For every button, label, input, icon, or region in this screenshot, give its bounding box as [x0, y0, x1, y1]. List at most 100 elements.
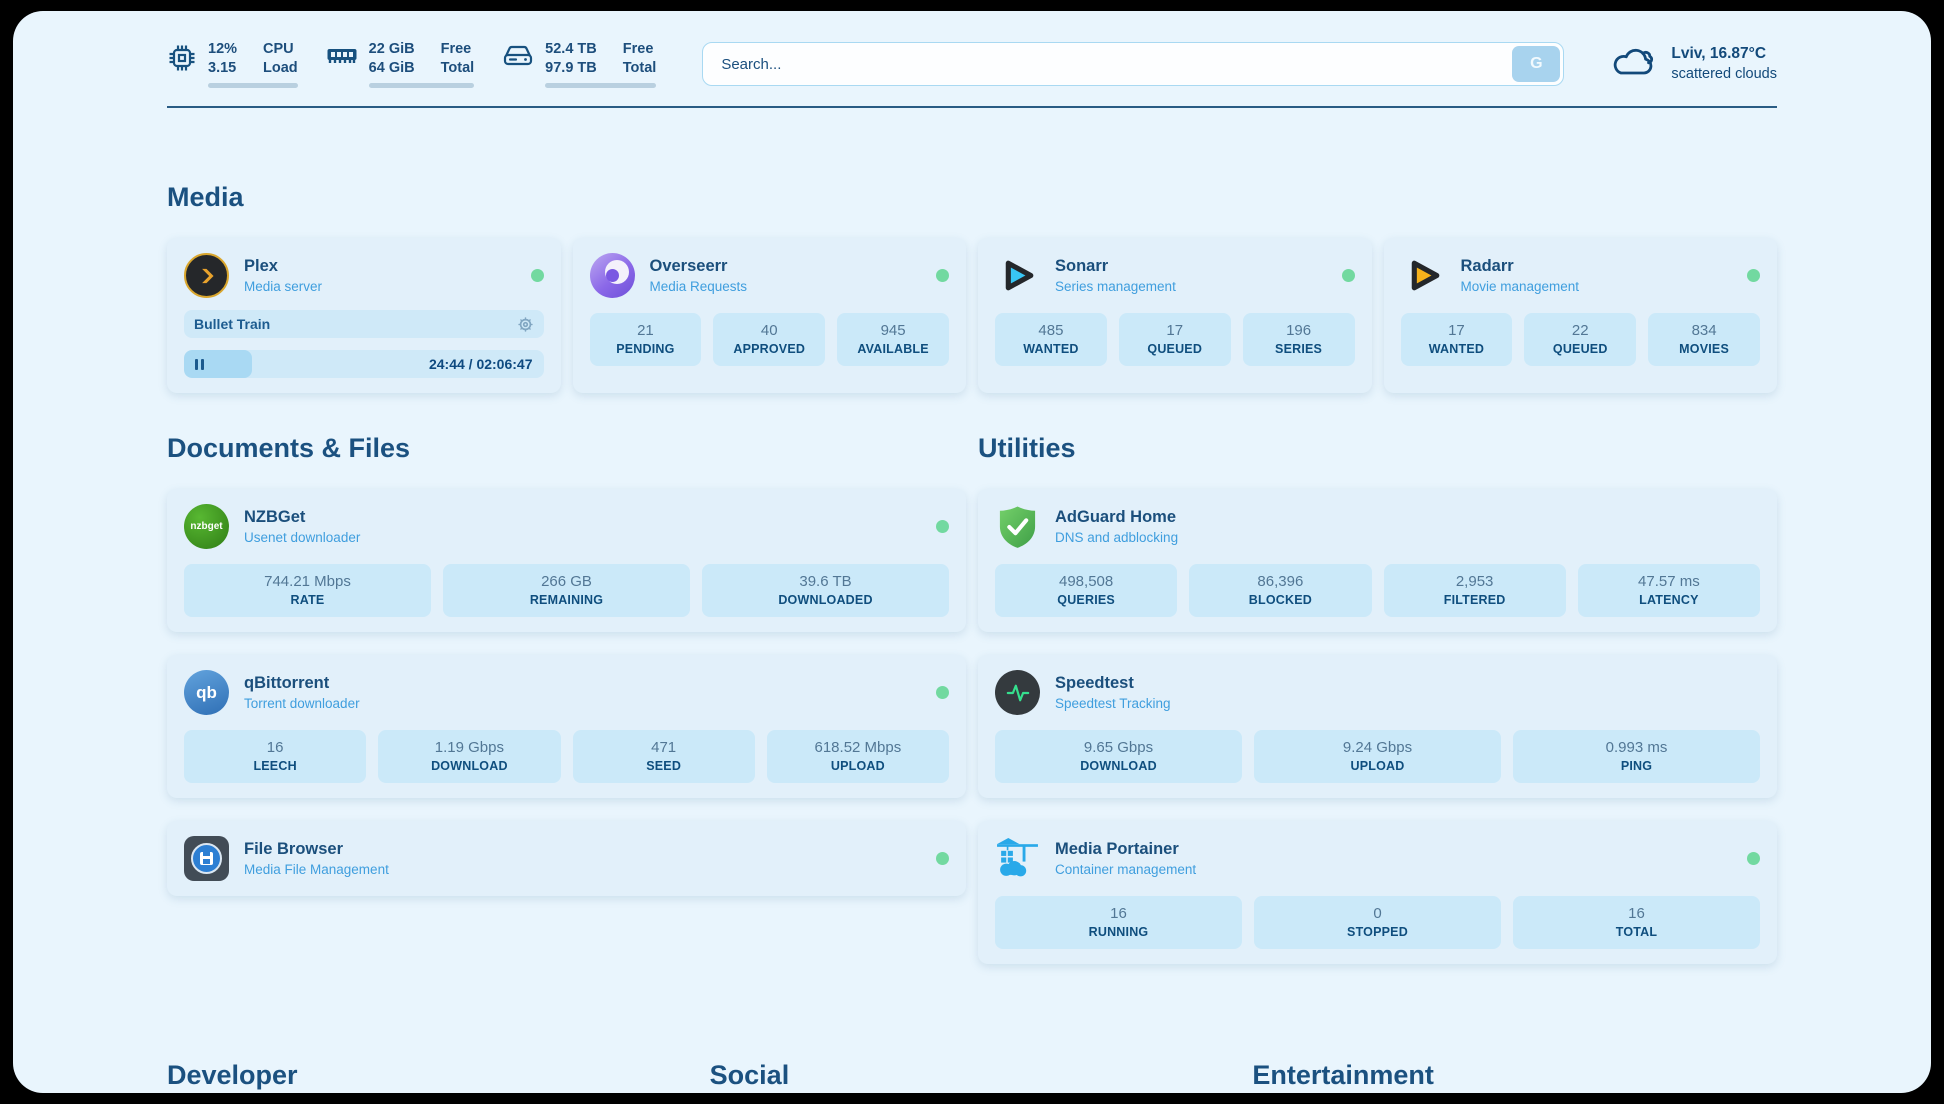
stat-box: 86,396 BLOCKED — [1189, 564, 1372, 617]
overseerr-icon — [589, 253, 635, 298]
stat-value: 0 — [1373, 905, 1382, 922]
status-dot — [936, 686, 949, 699]
ram-icon — [326, 43, 358, 74]
playback-progress-row: 24:44 / 02:06:47 — [184, 350, 544, 378]
stat-label: FILTERED — [1443, 593, 1506, 607]
stat-label: PENDING — [616, 342, 675, 356]
now-playing-row: Bullet Train — [184, 310, 544, 338]
gear-icon[interactable] — [517, 316, 534, 333]
stat-value: 744.21 Mbps — [264, 573, 351, 590]
stat-box: 744.21 Mbps RATE — [184, 564, 431, 617]
stat-value: 2,953 — [1455, 573, 1494, 590]
stat-box: 16 LEECH — [184, 730, 367, 783]
stat-label: DOWNLOAD — [431, 759, 508, 773]
dashboard: 12% 3.15 CPU Load — [13, 11, 1931, 1093]
stat-box: 22 QUEUED — [1524, 313, 1637, 366]
stat-value: 86,396 — [1257, 573, 1304, 590]
stat-label: QUERIES — [1057, 593, 1115, 607]
qbittorrent-card[interactable]: qb qBittorrent Torrent downloader 16 LEE… — [167, 655, 966, 798]
speedtest-card[interactable]: Speedtest Speedtest Tracking 9.65 Gbps D… — [978, 655, 1777, 798]
entertainment-section-title: Entertainment — [1252, 1060, 1434, 1090]
app-name: Plex — [244, 256, 278, 275]
app-subtitle: Container management — [1055, 861, 1197, 877]
stat-value: 9.24 Gbps — [1342, 739, 1413, 756]
pause-icon — [195, 358, 204, 370]
cpu-load-label: Load — [263, 59, 298, 76]
cpu-progress-bar — [208, 83, 298, 89]
nzbget-card[interactable]: nzbget NZBGet Usenet downloader 744.21 M… — [167, 489, 966, 632]
stat-label: MOVIES — [1679, 342, 1729, 356]
stat-box: 17 WANTED — [1400, 313, 1513, 366]
stat-label: TOTAL — [1615, 925, 1658, 939]
adguard-card[interactable]: AdGuard Home DNS and adblocking 498,508 … — [978, 489, 1777, 632]
stat-value: 471 — [651, 739, 677, 756]
stat-box: 47.57 ms LATENCY — [1577, 564, 1760, 617]
disk-widget: 52.4 TB 97.9 TB Free Total — [502, 40, 657, 89]
stat-label: AVAILABLE — [857, 342, 929, 356]
cpu-label: CPU — [263, 40, 294, 57]
disk-free-label: Free — [622, 40, 654, 57]
ram-progress-bar — [368, 83, 475, 89]
stat-label: BLOCKED — [1248, 593, 1312, 607]
stat-box: 498,508 QUERIES — [995, 564, 1178, 617]
ram-free-value: 22 GiB — [368, 40, 415, 57]
search-form: G — [702, 42, 1565, 86]
radarr-card[interactable]: Radarr Movie management 17 WANTED 22 QUE… — [1383, 238, 1777, 393]
app-name: NZBGet — [244, 507, 306, 526]
playback-time: 24:44 / 02:06:47 — [428, 356, 533, 372]
status-dot — [936, 520, 949, 533]
stat-box: 17 QUEUED — [1118, 313, 1231, 366]
stat-label: REMAINING — [529, 593, 604, 607]
sonarr-card[interactable]: Sonarr Series management 485 WANTED 17 Q… — [978, 238, 1372, 393]
utilities-section-title: Utilities — [978, 433, 1076, 463]
stat-label: APPROVED — [733, 342, 806, 356]
app-subtitle: Speedtest Tracking — [1055, 695, 1171, 711]
adguard-icon — [995, 504, 1040, 549]
stat-value: 196 — [1286, 322, 1312, 339]
radarr-icon — [1401, 253, 1446, 298]
overseerr-card[interactable]: Overseerr Media Requests 21 PENDING 40 A… — [572, 238, 966, 393]
stat-box: 16 TOTAL — [1513, 896, 1760, 949]
stat-label: QUEUED — [1147, 342, 1203, 356]
developer-section-title: Developer — [167, 1060, 298, 1090]
app-name: Overseerr — [649, 256, 728, 275]
plex-card[interactable]: Plex Media server Bullet Train 24:44 / 0… — [167, 238, 561, 393]
app-subtitle: Usenet downloader — [244, 529, 361, 545]
stat-box: 9.24 Gbps UPLOAD — [1254, 730, 1501, 783]
ram-widget: 22 GiB 64 GiB Free Total — [326, 40, 475, 89]
utilities-section: Utilities AdGuard Home — [978, 433, 1777, 964]
stat-label: LEECH — [253, 759, 297, 773]
stat-box: 196 SERIES — [1242, 313, 1355, 366]
filebrowser-card[interactable]: File Browser Media File Management — [167, 821, 966, 896]
stat-box: 618.52 Mbps UPLOAD — [766, 730, 949, 783]
social-bookmarks: Social LI LinkedIn linkedin.com TW Twitt… — [710, 1060, 1235, 1093]
stat-value: 9.65 Gbps — [1083, 739, 1154, 756]
stat-value: 16 — [266, 739, 284, 756]
stat-box: 21 PENDING — [589, 313, 702, 366]
stat-value: 21 — [637, 322, 654, 339]
portainer-card[interactable]: Media Portainer Container management 16 … — [978, 821, 1777, 964]
app-name: Media Portainer — [1055, 839, 1179, 858]
search-input[interactable] — [702, 42, 1565, 86]
stat-box: 0.993 ms PING — [1513, 730, 1760, 783]
app-name: AdGuard Home — [1055, 507, 1177, 526]
stat-box: 485 WANTED — [995, 313, 1107, 366]
stat-label: RATE — [290, 593, 325, 607]
stat-box: 945 AVAILABLE — [837, 313, 949, 366]
stat-value: 16 — [1110, 905, 1127, 922]
stat-value: 1.19 Gbps — [434, 739, 504, 756]
cpu-load-value: 3.15 — [208, 59, 237, 76]
search-engine-button[interactable]: G — [1512, 46, 1561, 82]
stat-value: 17 — [1166, 322, 1184, 339]
stat-value: 485 — [1038, 322, 1064, 339]
sonarr-icon — [995, 253, 1040, 298]
cpu-icon — [167, 43, 197, 78]
stat-label: UPLOAD — [830, 759, 885, 773]
stat-label: WANTED — [1023, 342, 1079, 356]
ram-total-label: Total — [440, 59, 475, 76]
stat-box: 40 APPROVED — [713, 313, 826, 366]
app-name: File Browser — [244, 839, 344, 858]
top-bar: 12% 3.15 CPU Load — [167, 38, 1777, 90]
status-dot — [936, 269, 949, 282]
disk-total-label: Total — [622, 59, 657, 76]
